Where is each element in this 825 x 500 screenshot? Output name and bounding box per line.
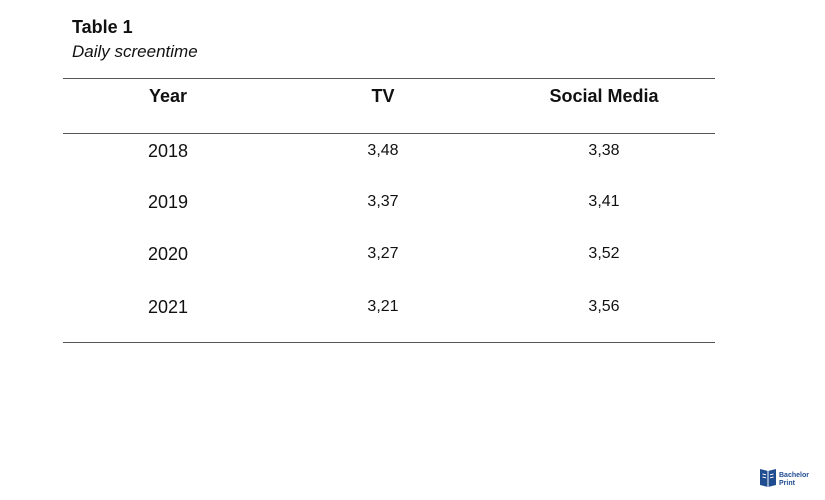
cell-social-media: 3,41 (588, 193, 620, 210)
cell-tv: 3,37 (367, 193, 399, 210)
table-top-rule (63, 78, 715, 79)
cell-tv: 3,48 (367, 142, 399, 159)
table-header-tv: TV (371, 86, 395, 106)
table-header-social-media: Social Media (549, 86, 659, 106)
table-caption: Daily screentime (72, 42, 198, 61)
table-label: Table 1 (72, 17, 133, 37)
bachelorprint-logo: Bachelor Print (760, 469, 809, 487)
cell-tv: 3,27 (367, 245, 399, 262)
table-header-year: Year (148, 86, 188, 106)
cell-tv: 3,21 (367, 298, 399, 315)
cell-social-media: 3,38 (588, 142, 620, 159)
table-header-rule (63, 133, 715, 134)
cell-social-media: 3,52 (588, 245, 620, 262)
cell-social-media: 3,56 (588, 298, 620, 315)
cell-year: 2020 (147, 244, 189, 264)
cell-year: 2021 (147, 297, 189, 317)
cell-year: 2019 (147, 192, 189, 212)
logo-text-line2: Print (779, 480, 796, 487)
cell-year: 2018 (147, 141, 189, 161)
table-bottom-rule (63, 342, 715, 343)
logo-text-line1: Bachelor (779, 472, 809, 479)
bachelorprint-book-icon (760, 469, 776, 487)
